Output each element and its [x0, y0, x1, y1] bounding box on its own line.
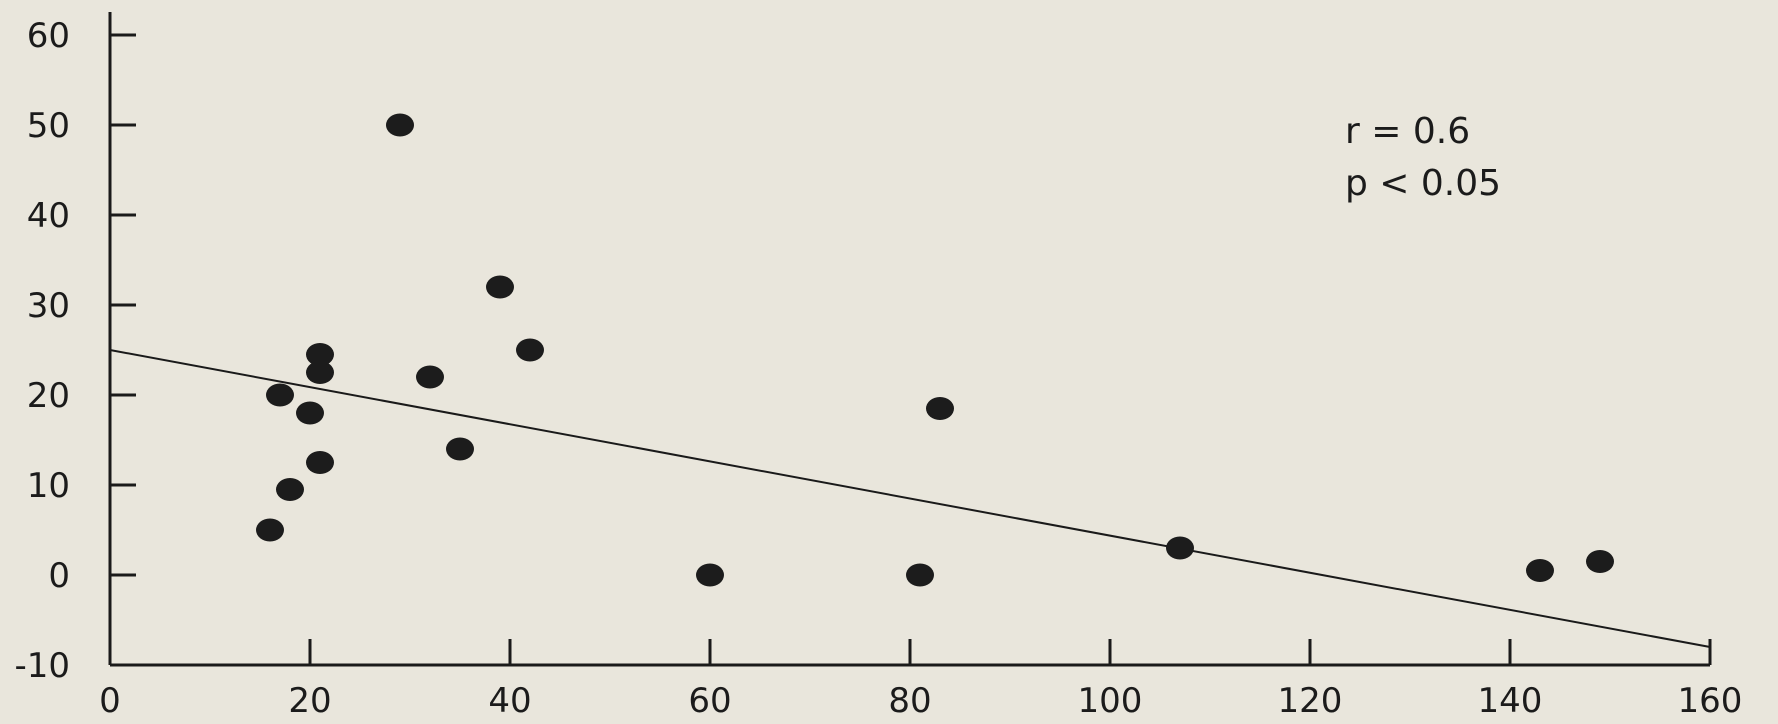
x-tick-label: 120: [1278, 681, 1343, 721]
y-tick-label: 50: [27, 106, 70, 146]
data-point: [1526, 559, 1554, 582]
y-tick-label: 20: [27, 376, 70, 416]
y-tick-label: 60: [27, 16, 70, 56]
annotation-p: p < 0.05: [1345, 163, 1501, 204]
regression-line: [109, 349, 1711, 648]
x-tick-label: 40: [488, 681, 531, 721]
axes: -10 0 10 20 30 40 50 60 0 20 40 60 80 100 120 140 160: [14, 12, 1742, 721]
regression-layer: [109, 349, 1711, 648]
data-point: [1166, 536, 1194, 560]
data-point: [516, 338, 544, 362]
annotation-r: r = 0.6: [1345, 111, 1470, 152]
y-tick-label: 40: [27, 196, 70, 236]
data-point: [446, 437, 474, 461]
y-tick-label: 10: [27, 466, 70, 506]
data-point: [416, 365, 444, 389]
x-tick-label: 100: [1078, 681, 1143, 721]
data-point: [386, 113, 414, 137]
annotations: r = 0.6 p < 0.05: [1345, 111, 1501, 204]
data-point: [256, 518, 284, 542]
x-tick-label: 0: [99, 681, 121, 721]
y-tick-label: -10: [14, 646, 70, 686]
data-point: [906, 563, 934, 587]
y-tick-label: 0: [48, 556, 70, 596]
data-point: [696, 563, 724, 587]
data-point: [306, 361, 334, 384]
data-point: [296, 401, 324, 425]
x-tick-label: 160: [1678, 681, 1743, 721]
data-point: [266, 383, 294, 407]
data-point: [1586, 550, 1614, 573]
x-tick-label: 140: [1478, 681, 1543, 721]
data-points: [256, 113, 1614, 587]
data-point: [306, 343, 334, 366]
x-tick-label: 60: [688, 681, 731, 721]
x-tick-label: 80: [888, 681, 931, 721]
data-point: [486, 275, 514, 299]
y-tick-label: 30: [27, 286, 70, 326]
data-point: [276, 478, 304, 501]
x-tick-label: 20: [288, 681, 331, 721]
data-point: [306, 451, 334, 474]
data-point: [926, 397, 954, 420]
